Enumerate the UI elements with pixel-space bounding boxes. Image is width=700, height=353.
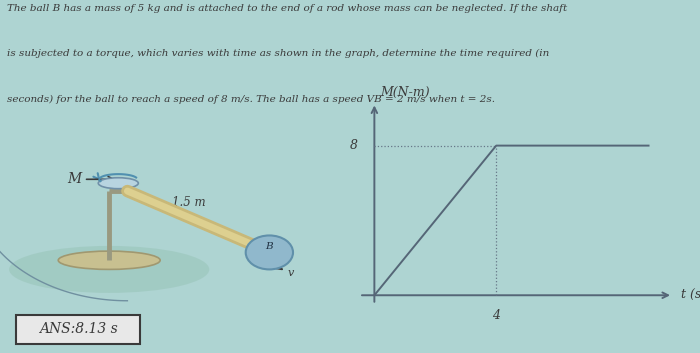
FancyBboxPatch shape [16, 315, 140, 344]
Ellipse shape [9, 246, 209, 293]
Text: The ball B has a mass of 5 kg and is attached to the end of a rod whose mass can: The ball B has a mass of 5 kg and is att… [7, 4, 567, 12]
Text: v: v [288, 268, 294, 278]
Text: 1.5 m: 1.5 m [172, 196, 206, 209]
Text: B: B [265, 241, 272, 251]
Text: M(N-m): M(N-m) [381, 86, 430, 99]
Ellipse shape [98, 178, 139, 189]
Text: ANS:8.13 s: ANS:8.13 s [39, 323, 118, 336]
Text: M: M [67, 172, 82, 186]
Ellipse shape [58, 251, 160, 269]
Text: 4: 4 [492, 309, 500, 322]
Text: seconds) for the ball to reach a speed of 8 m/s. The ball has a speed VB = 2 m/s: seconds) for the ball to reach a speed o… [7, 95, 495, 104]
Text: is subjected to a torque, which varies with time as shown in the graph, determin: is subjected to a torque, which varies w… [7, 49, 550, 58]
Text: 8: 8 [349, 139, 358, 152]
Circle shape [246, 235, 293, 269]
Text: t (s): t (s) [680, 289, 700, 302]
